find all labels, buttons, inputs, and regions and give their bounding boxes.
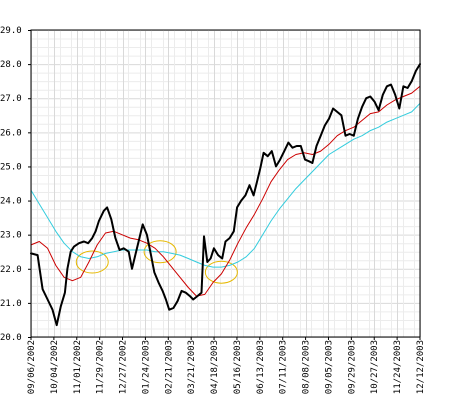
short-average-line: [30, 85, 421, 297]
x-tick-label: 12/27/2002: [119, 340, 129, 394]
chart-grid: [31, 30, 421, 338]
price-line: [30, 63, 421, 327]
x-tick-label: 09/06/2002: [27, 340, 37, 394]
x-tick-label: 02/21/2003: [164, 340, 174, 394]
y-tick-label: 25.0: [0, 162, 22, 172]
highlight-markers: [75, 240, 238, 284]
x-tick-label: 11/01/2002: [73, 340, 83, 394]
plot-frame: [30, 29, 421, 338]
y-tick-label: 21.0: [0, 299, 22, 309]
x-axis-labels: 09/06/2002 10/04/2002 11/01/2002 11/29/2002…: [27, 337, 426, 394]
x-tick-label: 05/16/2003: [233, 340, 243, 394]
x-tick-label: 04/18/2003: [210, 340, 220, 394]
x-tick-label: 11/29/2002: [96, 340, 106, 394]
x-tick-label: 07/11/2003: [279, 340, 289, 394]
x-tick-label: 08/08/2003: [302, 340, 312, 394]
y-tick-label: 23.0: [0, 231, 22, 241]
x-tick-label: 11/24/2003: [393, 340, 403, 394]
y-tick-label: 27.0: [0, 94, 22, 104]
y-tick-label: 24.0: [0, 197, 22, 207]
y-tick-label: 29.0: [0, 26, 22, 36]
x-tick-label: 10/04/2002: [50, 340, 60, 394]
x-tick-label: 12/12/2003: [416, 340, 426, 394]
x-tick-label: 10/27/2003: [370, 340, 380, 394]
y-tick-label: 28.0: [0, 60, 22, 70]
series-lines: [30, 63, 421, 327]
x-tick-label: 01/24/2003: [141, 340, 151, 394]
y-tick-label: 26.0: [0, 128, 22, 138]
y-tick-label: 20.0: [0, 333, 22, 343]
x-tick-label: 09/29/2003: [347, 340, 357, 394]
y-axis-labels: 20.0 21.0 22.0 23.0 24.0 25.0 26.0 27.0 28.0 29.0: [0, 26, 31, 343]
x-tick-label: 06/13/2003: [256, 340, 266, 394]
x-tick-label: 09/05/2003: [324, 340, 334, 394]
y-tick-label: 22.0: [0, 265, 22, 275]
highlight-ellipse: [204, 260, 238, 284]
highlight-ellipse: [143, 240, 177, 264]
x-tick-label: 03/21/2003: [187, 340, 197, 394]
highlight-ellipse: [75, 250, 109, 274]
